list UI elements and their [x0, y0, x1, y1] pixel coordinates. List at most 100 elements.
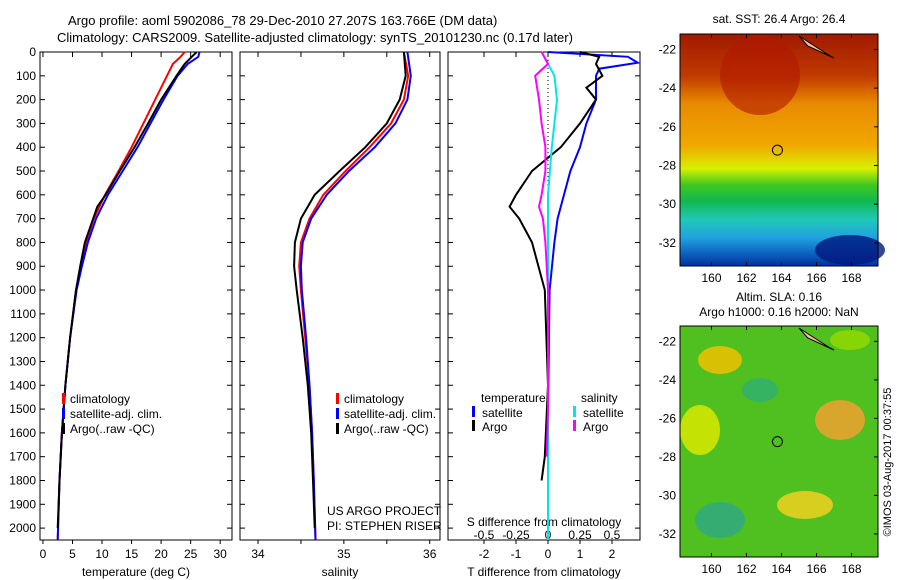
y-tick-label: 1500	[9, 402, 36, 416]
sla-anomaly-patch	[815, 400, 865, 440]
x-tick-label: 15	[125, 547, 139, 561]
x-tick-label: 30	[214, 547, 228, 561]
map-title-line2: Argo h1000: 0.16 h2000: NaN	[699, 305, 858, 319]
x-tick-label: 2	[609, 547, 616, 561]
map-y-tick-label: -22	[659, 42, 677, 56]
map-x-tick-label: 162	[736, 271, 756, 285]
legend-swatch	[472, 420, 475, 431]
x-tick-label: 0	[545, 547, 552, 561]
legend-label: climatology	[344, 392, 404, 406]
x2-tick-label: 0.25	[568, 528, 592, 542]
new-caledonia-land	[798, 327, 835, 351]
project-label: US ARGO PROJECT	[327, 504, 442, 518]
x2-tick-label: -0.25	[502, 528, 530, 542]
legend-swatch	[336, 423, 339, 434]
figure-title-line2: Climatology: CARS2009. Satellite-adjuste…	[57, 30, 573, 45]
map-x-tick-label: 164	[771, 562, 791, 576]
figure-title-line1: Argo profile: aoml 5902086_78 29-Dec-201…	[68, 13, 498, 28]
legend-swatch	[62, 393, 65, 404]
sla-anomaly-patch	[742, 378, 778, 402]
series-argo	[293, 51, 407, 529]
series-climatology	[298, 51, 410, 541]
series-t-argo	[508, 51, 604, 481]
map-x-tick-label: 168	[841, 562, 861, 576]
map-y-tick-label: -28	[659, 450, 677, 464]
difference-panel: -2 -1 0 1 2 T difference from climatology S di…	[447, 51, 641, 579]
salinity-panel: 34 35 36 salinity climatologysatellite-adj. …	[239, 51, 441, 579]
map-y-tick-label: -30	[659, 197, 677, 211]
y-tick-label: 600	[16, 188, 36, 202]
pi-label: PI: STEPHEN RISER	[327, 519, 442, 533]
x-axis-label: T difference from climatology	[467, 565, 621, 579]
x2-tick-label: 0.5	[604, 528, 621, 542]
map-x-tick-label: 166	[806, 562, 826, 576]
y-tick-label: 1100	[10, 307, 36, 321]
map-x-tick-label: 160	[701, 271, 721, 285]
y-tick-label: 1300	[9, 354, 36, 368]
x-tick-label: 34	[251, 547, 265, 561]
legend-label: climatology	[70, 392, 130, 406]
map-x-tick-label: 164	[771, 271, 791, 285]
legend-swatch	[62, 423, 65, 434]
map-y-tick-label: -24	[659, 81, 677, 95]
legend-label: satellite-adj. clim.	[70, 407, 162, 421]
map-y-tick-label: -22	[659, 334, 677, 348]
sst-warm-patch	[720, 35, 800, 115]
map-y-tick-label: -26	[659, 411, 677, 425]
map-x-tick-label: 160	[701, 562, 721, 576]
y-tick-label: 2000	[9, 521, 36, 535]
map-y-tick-label: -24	[659, 373, 677, 387]
y-tick-label: 500	[16, 164, 36, 178]
y-tick-label: 1600	[9, 426, 36, 440]
legend-swatch	[573, 406, 576, 417]
legend-label: Argo(..raw -QC)	[70, 422, 155, 436]
legend-title-temperature: temperature	[481, 391, 546, 405]
axes-box	[239, 51, 441, 541]
map-y-tick-label: -28	[659, 158, 677, 172]
y-tick-label: 700	[16, 212, 36, 226]
y-tick-label: 1400	[9, 378, 36, 392]
map-x-tick-label: 166	[806, 271, 826, 285]
axes-box	[447, 51, 641, 541]
y-tick-label: 1000	[9, 283, 36, 297]
map-title: sat. SST: 26.4 Argo: 26.4	[713, 12, 846, 26]
map-x-tick-label: 168	[841, 271, 861, 285]
x-tick-label: 1	[577, 547, 584, 561]
sla-anomaly-patch	[680, 405, 720, 455]
sst-map: sat. SST: 26.4 Argo: 26.4 160 162 164 166 168…	[659, 12, 885, 285]
sla-anomaly-patch	[698, 346, 742, 374]
map-y-tick-label: -32	[659, 527, 677, 541]
legend-label: satellite-adj. clim.	[344, 407, 436, 421]
map-y-tick-label: -32	[659, 236, 677, 250]
legend-label: satellite	[482, 406, 523, 420]
map-y-tick-label: -30	[659, 488, 677, 502]
series-satellite-adj-clim-	[299, 51, 412, 541]
legend-swatch	[336, 408, 339, 419]
legend-label: Argo	[482, 420, 508, 434]
legend-swatch	[472, 406, 475, 417]
x-tick-label: 20	[154, 547, 168, 561]
map-x-tick-label: 162	[736, 562, 756, 576]
series-argo	[56, 51, 198, 529]
sla-anomaly-patch	[830, 330, 870, 350]
y-tick-label: 1200	[9, 331, 36, 345]
y-tick-label: 1700	[9, 450, 36, 464]
map-title-line1: Altim. SLA: 0.16	[736, 290, 822, 304]
y-tick-label: 800	[16, 235, 36, 249]
map-frame	[679, 325, 879, 558]
legend-swatch	[336, 393, 339, 404]
legend-label: satellite	[583, 406, 624, 420]
legend-swatch	[573, 420, 576, 431]
x2-tick-label: -0.5	[474, 528, 495, 542]
x-tick-label: 0	[40, 547, 47, 561]
legend-label: Argo	[583, 420, 609, 434]
x-tick-label: 5	[69, 547, 76, 561]
temperature-panel: 0100200300400500600700800900100011001200…	[9, 45, 233, 579]
x-tick-label: 25	[184, 547, 198, 561]
y-tick-label: 0	[29, 45, 36, 59]
y-tick-label: 1900	[9, 497, 36, 511]
legend-title-salinity: salinity	[581, 391, 618, 405]
